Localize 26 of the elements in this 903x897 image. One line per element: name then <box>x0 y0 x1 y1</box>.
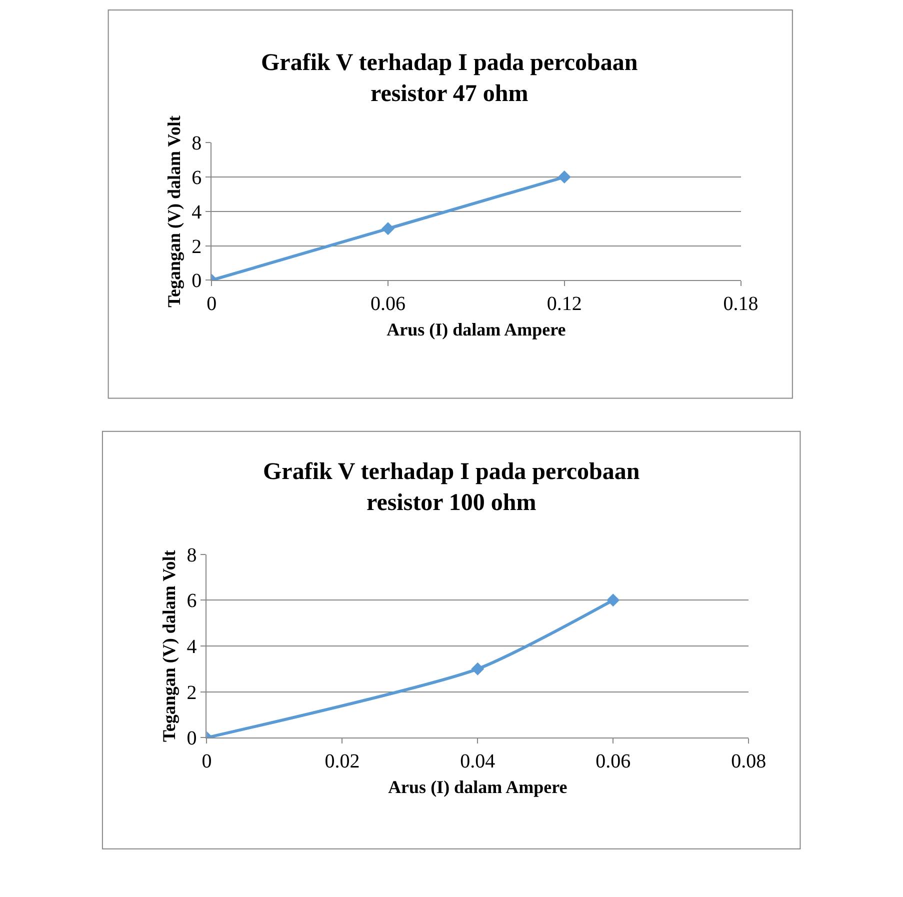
y-axis-title: Tegangan (V) dalam Volt <box>164 115 184 308</box>
x-tick-label: 0.06 <box>596 750 631 773</box>
point <box>471 662 484 676</box>
x-tick-label: 0.18 <box>723 293 758 316</box>
y-tick-label: 2 <box>186 682 197 704</box>
x-tick-label: 0.08 <box>731 750 766 773</box>
y-tick-label: 6 <box>186 590 197 612</box>
y-tick-label: 2 <box>192 236 202 258</box>
x-axis-title: Arus (I) dalam Ampere <box>388 776 568 797</box>
x-axis-title: Arus (I) dalam Ampere <box>386 319 566 340</box>
y-tick-label: 4 <box>186 636 197 658</box>
x-tick-label: 0.02 <box>324 750 360 773</box>
chart-title: Grafik V terhadap I pada percobaan resistor 100 ohm <box>263 459 640 516</box>
chart-title: Grafik V terhadap I pada percobaan resistor 47 ohm <box>261 50 638 108</box>
y-axis-title: Tegangan (V) dalam Volt <box>158 550 179 742</box>
y-tick-label: 8 <box>186 544 197 566</box>
y-tick-label: 6 <box>192 167 202 190</box>
y-tick-label: 0 <box>186 728 197 750</box>
y-tick-label: 0 <box>192 270 202 292</box>
y-tick-label: 8 <box>192 132 202 155</box>
y-tick-label: 4 <box>192 201 202 224</box>
x-tick-label: 0.06 <box>370 293 406 316</box>
x-tick-label: 0.04 <box>460 750 496 773</box>
x-tick-label: 0.12 <box>546 293 582 316</box>
x-tick-label: 0 <box>206 293 217 316</box>
point <box>606 594 620 607</box>
